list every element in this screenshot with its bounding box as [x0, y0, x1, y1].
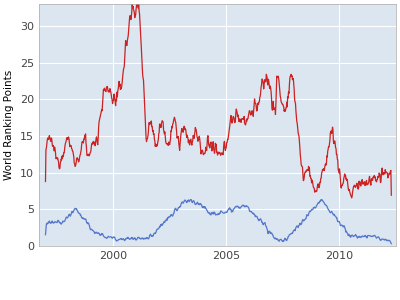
- World #1: [389, 194, 394, 197]
- Y-axis label: World Ranking Points: World Ranking Points: [4, 70, 14, 180]
- Kenny Perry: [180, 201, 184, 204]
- Kenny Perry: [246, 206, 251, 209]
- Kenny Perry: [264, 226, 269, 230]
- World #1: [264, 74, 269, 77]
- Kenny Perry: [117, 238, 122, 241]
- Kenny Perry: [175, 209, 180, 212]
- World #1: [134, 1, 139, 4]
- Kenny Perry: [188, 198, 193, 201]
- World #1: [43, 180, 48, 183]
- Kenny Perry: [222, 211, 227, 214]
- World #1: [349, 196, 354, 200]
- Line: Kenny Perry: Kenny Perry: [46, 200, 391, 244]
- Legend: Kenny Perry, World #1: Kenny Perry, World #1: [111, 299, 323, 300]
- Kenny Perry: [389, 242, 394, 245]
- World #1: [117, 80, 122, 83]
- Kenny Perry: [43, 233, 48, 236]
- World #1: [175, 135, 180, 139]
- Line: World #1: World #1: [46, 3, 391, 198]
- World #1: [246, 113, 251, 117]
- World #1: [222, 146, 227, 150]
- World #1: [180, 128, 185, 131]
